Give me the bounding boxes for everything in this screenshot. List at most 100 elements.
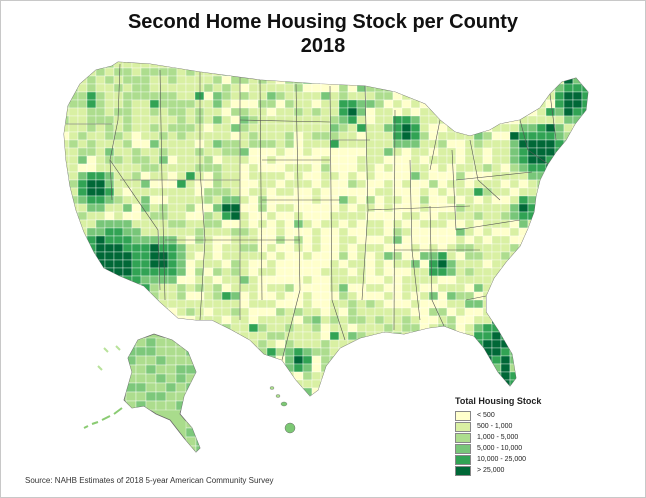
county-cell	[86, 123, 97, 133]
county-cell	[176, 291, 187, 301]
county-cell	[491, 363, 502, 373]
county-cell	[536, 291, 547, 301]
county-cell	[383, 187, 394, 197]
county-cell	[266, 307, 277, 317]
county-cell	[230, 67, 241, 77]
county-cell	[95, 275, 106, 285]
county-cell	[509, 379, 520, 389]
county-cell	[257, 131, 268, 141]
county-cell	[203, 259, 214, 269]
county-cell	[419, 147, 430, 157]
county-cell	[275, 339, 286, 349]
county-cell	[329, 139, 340, 149]
county-cell	[347, 315, 358, 325]
county-cell	[176, 243, 187, 253]
county-cell	[591, 260, 600, 268]
county-cell	[122, 187, 133, 197]
county-cell	[473, 363, 484, 373]
county-cell	[221, 83, 232, 93]
county-cell	[266, 363, 277, 373]
alaska-borough-cell	[155, 346, 167, 357]
county-cell	[68, 195, 79, 205]
county-cell	[446, 107, 457, 117]
county-cell	[419, 195, 430, 205]
county-cell	[320, 99, 331, 109]
county-cell	[500, 139, 511, 149]
county-cell	[293, 227, 304, 237]
county-cell	[455, 203, 466, 213]
county-cell	[158, 163, 169, 173]
county-cell	[284, 267, 295, 277]
county-cell	[545, 227, 556, 237]
county-cell	[64, 131, 70, 141]
county-cell	[581, 91, 588, 101]
county-cell	[545, 75, 556, 85]
county-cell	[365, 67, 376, 77]
county-cell	[473, 123, 484, 133]
county-cell	[302, 147, 313, 157]
county-cell	[95, 195, 106, 205]
county-cell	[572, 91, 583, 101]
county-cell	[203, 123, 214, 133]
county-cell	[158, 62, 169, 69]
county-cell	[383, 379, 394, 389]
county-cell	[203, 371, 214, 381]
county-cell	[239, 267, 250, 277]
county-cell	[464, 155, 475, 165]
county-cell	[320, 323, 331, 333]
county-cell	[410, 83, 421, 93]
county-cell	[464, 355, 475, 365]
county-cell	[455, 283, 466, 293]
county-cell	[122, 147, 133, 157]
county-cell	[248, 251, 259, 261]
county-cell	[482, 107, 493, 117]
county-cell	[131, 187, 142, 197]
county-cell	[212, 363, 223, 373]
county-cell	[329, 307, 340, 317]
county-cell	[482, 123, 493, 133]
county-cell	[95, 147, 106, 157]
county-cell	[509, 171, 520, 181]
county-cell	[248, 275, 259, 285]
county-cell	[581, 323, 588, 333]
county-cell	[86, 211, 97, 221]
county-cell	[572, 131, 583, 141]
county-cell	[230, 379, 241, 389]
county-cell	[428, 171, 439, 181]
county-cell	[329, 131, 340, 141]
county-cell	[473, 139, 484, 149]
county-cell	[68, 123, 79, 133]
county-cell	[554, 387, 565, 396]
county-cell	[473, 147, 484, 157]
county-cell	[95, 155, 106, 165]
county-cell	[284, 115, 295, 125]
county-cell	[194, 315, 205, 325]
county-cell	[194, 195, 205, 205]
county-cell	[257, 179, 268, 189]
county-cell	[248, 91, 259, 101]
county-cell	[591, 132, 600, 140]
county-cell	[257, 187, 268, 197]
county-cell	[419, 139, 430, 149]
county-cell	[428, 75, 439, 85]
alaska-borough-cell	[185, 400, 197, 411]
county-cell	[329, 283, 340, 293]
county-cell	[230, 267, 241, 277]
county-cell	[563, 379, 574, 389]
county-cell	[329, 67, 340, 77]
county-cell	[95, 307, 106, 317]
county-cell	[437, 147, 448, 157]
county-cell	[374, 323, 385, 333]
county-cell	[545, 331, 556, 341]
county-cell	[113, 211, 124, 221]
county-cell	[212, 267, 223, 277]
county-cell	[572, 251, 583, 261]
county-cell	[536, 107, 547, 117]
county-cell	[95, 371, 106, 381]
county-cell	[113, 171, 124, 181]
hawaii-big-island	[284, 422, 296, 434]
county-cell	[230, 195, 241, 205]
county-cell	[77, 219, 88, 229]
county-cell	[311, 131, 322, 141]
county-cell	[591, 180, 600, 188]
